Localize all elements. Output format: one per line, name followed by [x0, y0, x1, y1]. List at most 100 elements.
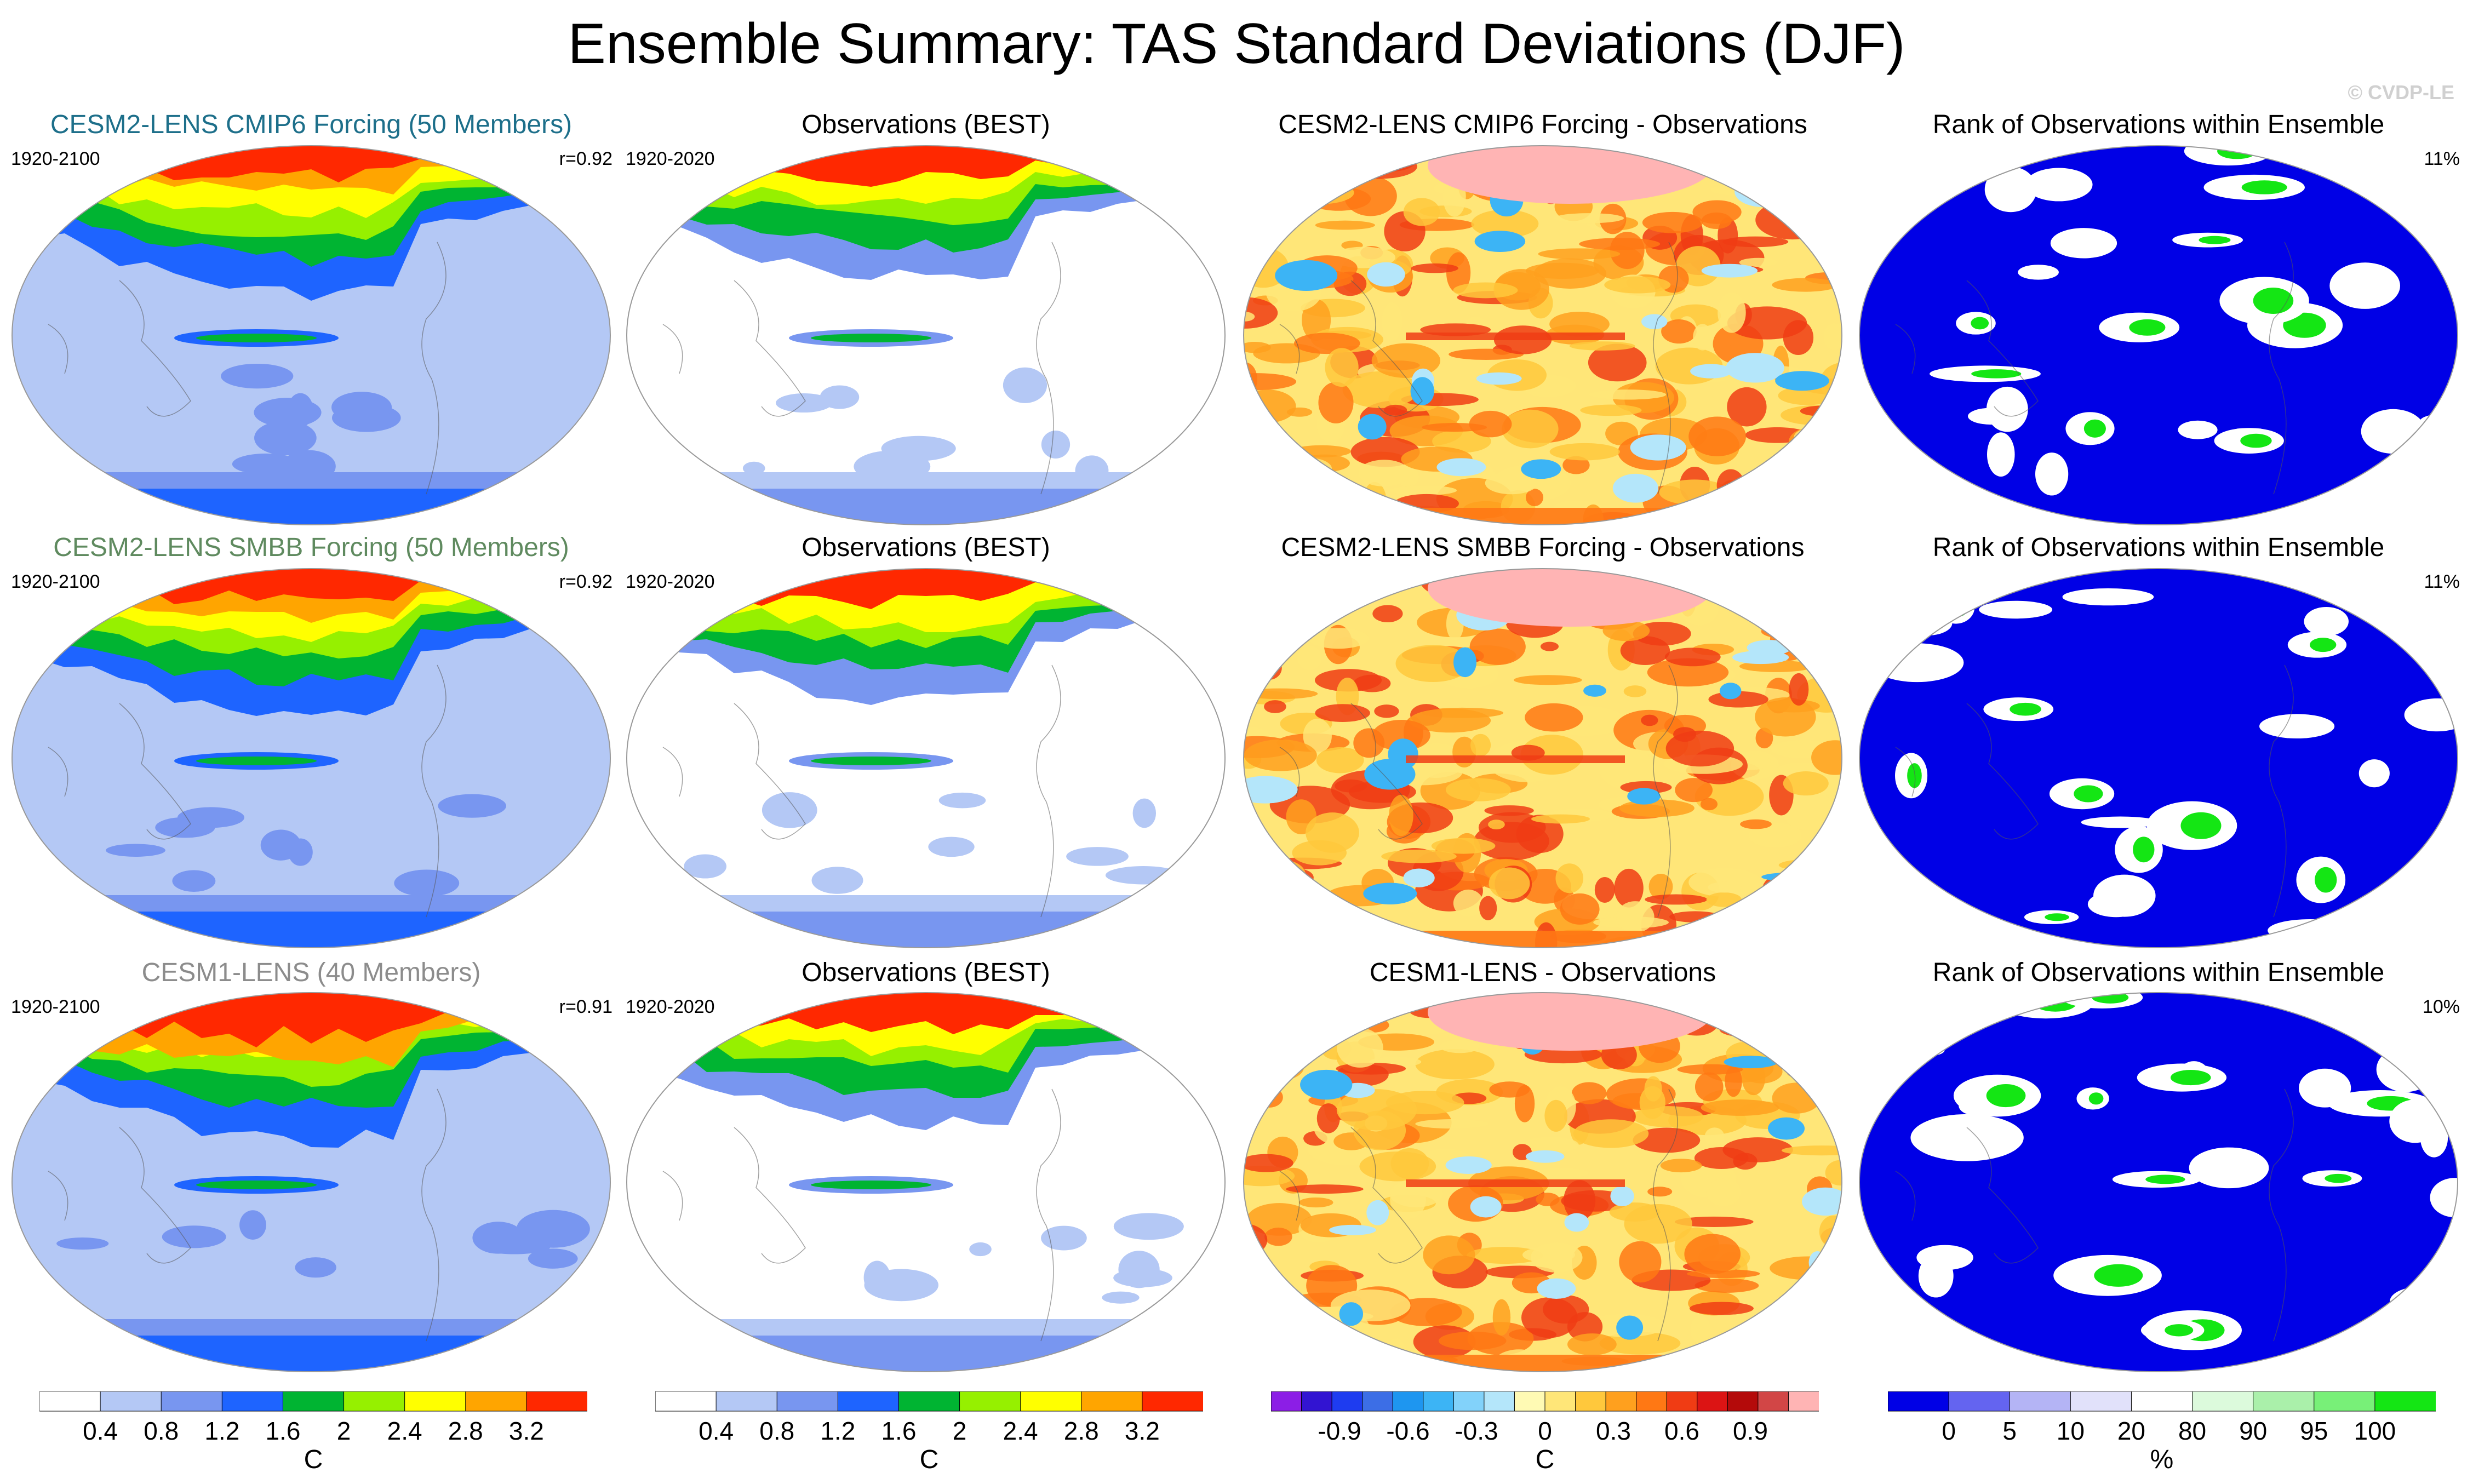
world-map: [1243, 568, 1842, 948]
colorbar-swatch: [1514, 1391, 1546, 1412]
period-label: 1920-2100: [11, 571, 100, 592]
colorbar-swatch: [161, 1391, 223, 1412]
map-field: [1244, 569, 1842, 948]
world-map: [12, 568, 611, 948]
colorbar-swatch: [1081, 1391, 1143, 1412]
colorbar-swatch: [2374, 1391, 2436, 1412]
panel-title: Rank of Observations within Ensemble: [1932, 110, 2385, 139]
colorbar-tick-label: 2.8: [1063, 1417, 1099, 1445]
colorbar-swatch: [404, 1391, 466, 1412]
world-map: [626, 992, 1226, 1372]
map-field: [12, 146, 610, 525]
map-field: [1859, 569, 2458, 948]
colorbar-tick-label: 3.2: [1124, 1417, 1160, 1445]
colorbar-tick-label: 20: [2117, 1417, 2146, 1445]
map-field: [627, 569, 1225, 948]
colorbar-swatch: [1948, 1391, 2011, 1412]
colorbar-swatch: [282, 1391, 345, 1412]
pattern-correlation-label: r=0.92: [559, 148, 612, 169]
map-field: [1244, 993, 1842, 1372]
colorbar-tick-label: 1.2: [204, 1417, 240, 1445]
colorbar-swatch: [1544, 1391, 1576, 1412]
colorbar-tick-label: 0.4: [83, 1417, 118, 1445]
colorbar-tick-label: -0.3: [1455, 1417, 1498, 1445]
colorbar-swatch: [1727, 1391, 1759, 1412]
pattern-correlation-label: r=0.92: [559, 571, 612, 592]
colorbar-swatch: [837, 1391, 900, 1412]
colorbar-tick-label: 1.6: [265, 1417, 301, 1445]
colorbar-swatch: [2009, 1391, 2071, 1412]
map-field: [1859, 146, 2458, 525]
colorbar-tick-label: 10: [2056, 1417, 2085, 1445]
world-map: [1859, 145, 2458, 525]
period-label: 1920-2020: [626, 148, 715, 169]
colorbar-tick-label: 2.8: [448, 1417, 483, 1445]
panel-title: Observations (BEST): [802, 110, 1050, 139]
colorbar-swatch: [1636, 1391, 1668, 1412]
colorbar-swatch: [2192, 1391, 2254, 1412]
colorbar-tick-label: 95: [2300, 1417, 2328, 1445]
period-label: 1920-2020: [626, 571, 715, 592]
colorbar-tick-label: 0.9: [1733, 1417, 1768, 1445]
colorbar-swatch: [1142, 1391, 1203, 1412]
colorbar-tick-label: 2: [336, 1417, 351, 1445]
world-map: [626, 568, 1226, 948]
panel-title: Rank of Observations within Ensemble: [1932, 533, 2385, 562]
colorbar-tick-label: -0.6: [1386, 1417, 1430, 1445]
panel-title: CESM2-LENS SMBB Forcing (50 Members): [53, 533, 569, 562]
colorbar-swatch: [1301, 1391, 1333, 1412]
period-label: 1920-2100: [11, 148, 100, 169]
panel-title: CESM1-LENS - Observations: [1369, 958, 1716, 987]
map-field: [1244, 146, 1842, 525]
colorbar-tick-label: 80: [2178, 1417, 2207, 1445]
colorbar-swatch: [776, 1391, 839, 1412]
period-label: 1920-2100: [11, 996, 100, 1017]
colorbar-swatch: [1697, 1391, 1728, 1412]
world-map: [1243, 992, 1842, 1372]
colorbar-swatch: [1453, 1391, 1485, 1412]
colorbar-swatch: [959, 1391, 1021, 1412]
colorbar-swatch: [1888, 1391, 1950, 1412]
colorbar-tick-label: 100: [2354, 1417, 2396, 1445]
map-field: [1859, 993, 2458, 1372]
world-map: [1859, 992, 2458, 1372]
main-title: Ensemble Summary: TAS Standard Deviation…: [568, 12, 1905, 76]
colorbar-swatch: [1758, 1391, 1789, 1412]
colorbar-tick-label: 5: [2002, 1417, 2017, 1445]
colorbar-tick-label: 2.4: [1003, 1417, 1038, 1445]
colorbar-swatch: [1666, 1391, 1698, 1412]
colorbar-swatch: [1362, 1391, 1394, 1412]
colorbar-swatch: [1271, 1391, 1302, 1412]
colorbar-unit-label: C: [919, 1445, 939, 1474]
colorbar-tick-label: 90: [2239, 1417, 2268, 1445]
world-map: [12, 992, 611, 1372]
colorbar-swatch: [1575, 1391, 1607, 1412]
panel-title: CESM2-LENS CMIP6 Forcing (50 Members): [50, 110, 573, 139]
panel-title: Observations (BEST): [802, 533, 1050, 562]
colorbar-tick-label: 1.2: [820, 1417, 856, 1445]
colorbar-tick-label: 0.6: [1664, 1417, 1699, 1445]
colorbar-tick-label: 0.8: [759, 1417, 795, 1445]
world-map: [1243, 145, 1842, 525]
colorbar-swatch: [1020, 1391, 1082, 1412]
colorbar-tick-label: 0.8: [144, 1417, 179, 1445]
watermark: © CVDP-LE: [2348, 81, 2454, 104]
rank-percent-label: 11%: [2424, 148, 2460, 169]
colorbar-swatch: [344, 1391, 405, 1412]
colorbar-swatch: [1484, 1391, 1515, 1412]
colorbar-swatch: [2070, 1391, 2132, 1412]
colorbar-tick-label: 0.3: [1596, 1417, 1631, 1445]
colorbar-swatch: [1605, 1391, 1637, 1412]
colorbar-swatch: [715, 1391, 778, 1412]
colorbar-swatch: [1392, 1391, 1424, 1412]
colorbar-swatch: [465, 1391, 527, 1412]
colorbar-unit-label: C: [1535, 1445, 1555, 1474]
colorbar-tick-label: 0: [1942, 1417, 1956, 1445]
panel-title: CESM1-LENS (40 Members): [141, 958, 481, 987]
world-map: [12, 145, 611, 525]
colorbar-tick-label: 3.2: [508, 1417, 544, 1445]
colorbar-tick-label: 1.6: [881, 1417, 917, 1445]
map-field: [627, 146, 1225, 525]
colorbar-swatch: [898, 1391, 960, 1412]
colorbar-swatch: [2131, 1391, 2193, 1412]
